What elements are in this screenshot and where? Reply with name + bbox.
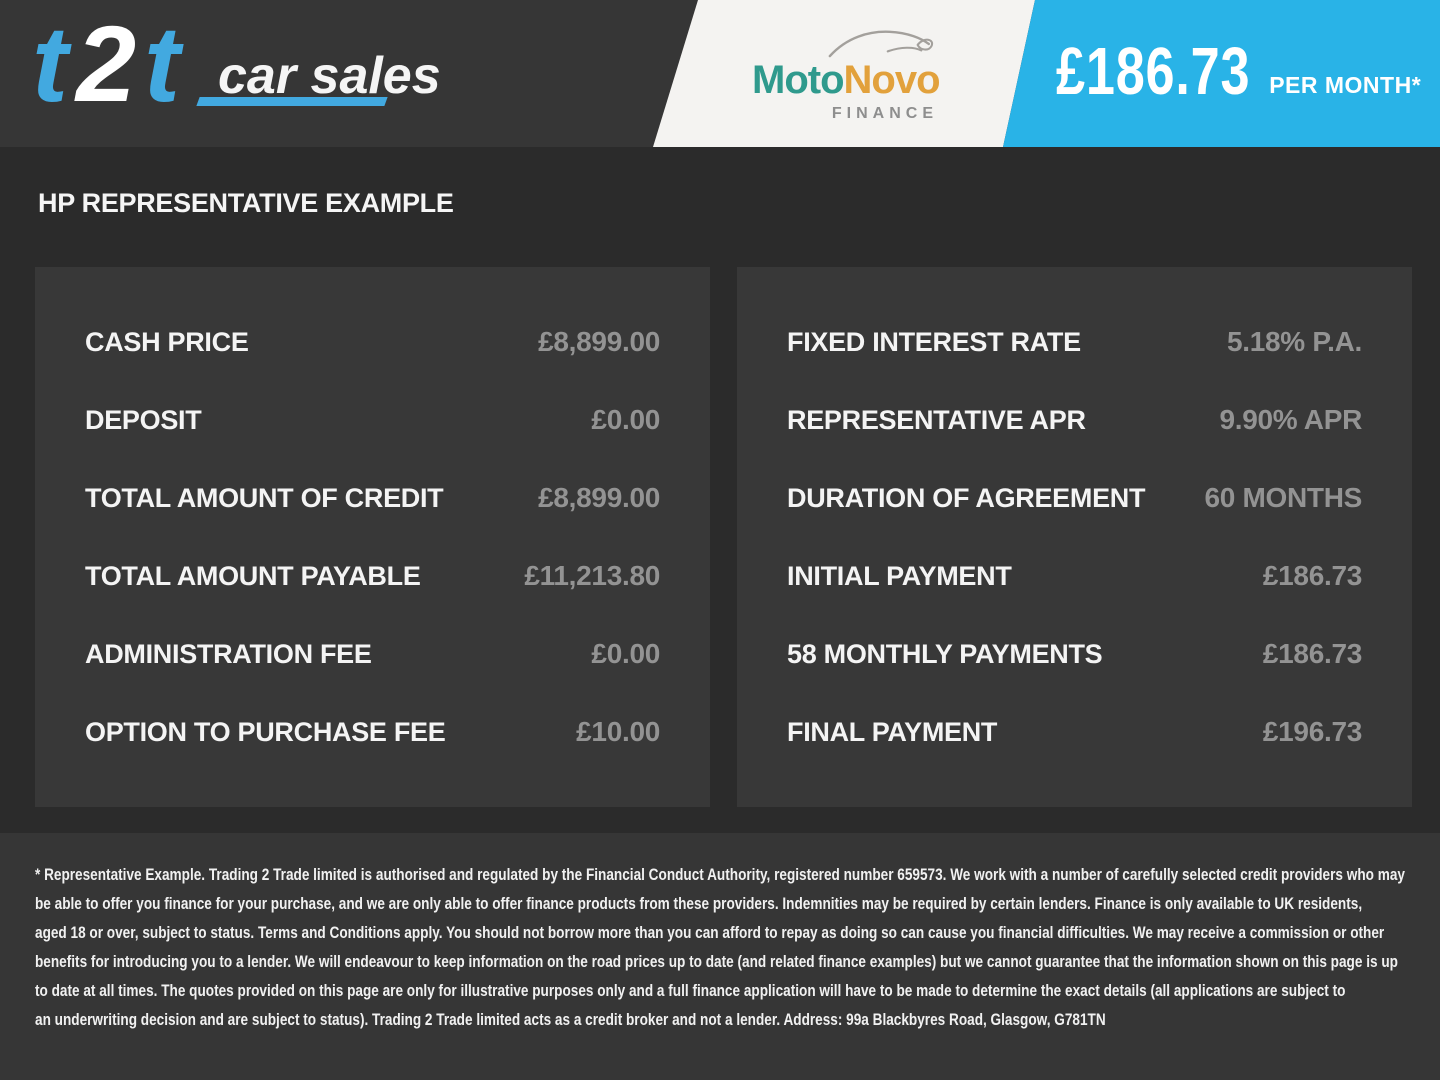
- row-value: £11,213.80: [524, 560, 660, 591]
- disclaimer-footer: * Representative Example. Trading 2 Trad…: [0, 833, 1440, 1080]
- table-row: TOTAL AMOUNT PAYABLE £11,213.80: [85, 560, 660, 592]
- finance-text: FINANCE: [831, 105, 938, 122]
- row-value: £196.73: [1262, 716, 1362, 747]
- disclaimer-line: to date at all times. The quotes provide…: [35, 981, 1346, 1000]
- motonovo-finance-logo: MotoNovo FINANCE: [752, 26, 952, 123]
- disclaimer-line: * Representative Example. Trading 2 Trad…: [35, 865, 1405, 884]
- header-white-band: [653, 0, 1035, 147]
- row-value: 9.90% APR: [1219, 404, 1362, 435]
- row-label: TOTAL AMOUNT OF CREDIT: [85, 482, 444, 513]
- row-label: DURATION OF AGREEMENT: [787, 482, 1146, 513]
- table-row: 58 MONTHLY PAYMENTS £186.73: [787, 638, 1362, 670]
- row-label: OPTION TO PURCHASE FEE: [85, 716, 446, 747]
- t2t-logo-2: 2: [75, 3, 145, 124]
- row-label: DEPOSIT: [85, 404, 202, 435]
- table-row: INITIAL PAYMENT £186.73: [787, 560, 1362, 592]
- row-value: 5.18% P.A.: [1226, 326, 1362, 357]
- table-row: TOTAL AMOUNT OF CREDIT £8,899.00: [85, 482, 660, 514]
- disclaimer-line: aged 18 or over, subject to status. Term…: [35, 923, 1385, 942]
- monthly-price-banner: £186.73 PER MONTH*: [1056, 38, 1421, 105]
- t2t-logo-t2: t: [144, 3, 189, 124]
- row-label: ADMINISTRATION FEE: [85, 638, 372, 669]
- table-row: FIXED INTEREST RATE 5.18% P.A.: [787, 326, 1362, 358]
- table-row: CASH PRICE £8,899.00: [85, 326, 660, 358]
- novo-text: Novo: [843, 58, 941, 102]
- row-label: REPRESENTATIVE APR: [787, 404, 1086, 435]
- motonovo-wordmark: MotoNovo: [752, 60, 952, 100]
- row-value: £10.00: [576, 716, 660, 747]
- t2t-logo: t2t: [32, 10, 188, 118]
- logo-underline: [196, 97, 388, 106]
- table-row: OPTION TO PURCHASE FEE £10.00: [85, 716, 660, 748]
- monthly-price-amount: £186.73: [1056, 34, 1251, 109]
- disclaimer-line: be able to offer you finance for your pu…: [35, 894, 1363, 913]
- car-sales-wordmark: car sales: [218, 47, 441, 105]
- row-value: £8,899.00: [538, 482, 660, 513]
- page-title: HP REPRESENTATIVE EXAMPLE: [38, 188, 454, 218]
- row-label: INITIAL PAYMENT: [787, 560, 1012, 591]
- right-finance-panel: FIXED INTEREST RATE 5.18% P.A. REPRESENT…: [737, 267, 1412, 807]
- row-value: £0.00: [591, 404, 660, 435]
- table-row: DURATION OF AGREEMENT 60 MONTHS: [787, 482, 1362, 514]
- row-value: £0.00: [591, 638, 660, 669]
- row-label: CASH PRICE: [85, 326, 249, 357]
- finance-panels: CASH PRICE £8,899.00 DEPOSIT £0.00 TOTAL…: [35, 267, 1412, 807]
- car-swoosh-icon: [828, 30, 934, 58]
- monthly-price-period: PER MONTH*: [1269, 72, 1422, 98]
- t2t-logo-t1: t: [32, 3, 76, 124]
- table-row: FINAL PAYMENT £196.73: [787, 716, 1362, 748]
- row-label: 58 MONTHLY PAYMENTS: [787, 638, 1103, 669]
- table-row: DEPOSIT £0.00: [85, 404, 660, 436]
- row-value: £186.73: [1262, 560, 1362, 591]
- moto-text: Moto: [752, 58, 845, 102]
- table-row: REPRESENTATIVE APR 9.90% APR: [787, 404, 1362, 436]
- disclaimer-line: benefits for introducing you to a lender…: [35, 952, 1398, 971]
- left-finance-panel: CASH PRICE £8,899.00 DEPOSIT £0.00 TOTAL…: [35, 267, 710, 807]
- table-row: ADMINISTRATION FEE £0.00: [85, 638, 660, 670]
- row-label: FIXED INTEREST RATE: [787, 326, 1081, 357]
- row-label: FINAL PAYMENT: [787, 716, 998, 747]
- row-value: 60 MONTHS: [1204, 482, 1362, 513]
- disclaimer-line: an underwriting decision and are subject…: [35, 1010, 1106, 1029]
- header-blue-band: [1003, 0, 1440, 147]
- row-label: TOTAL AMOUNT PAYABLE: [85, 560, 421, 591]
- row-value: £186.73: [1262, 638, 1362, 669]
- header: t2t car sales MotoNovo FINANCE £186.73 P…: [0, 0, 1440, 147]
- row-value: £8,899.00: [538, 326, 660, 357]
